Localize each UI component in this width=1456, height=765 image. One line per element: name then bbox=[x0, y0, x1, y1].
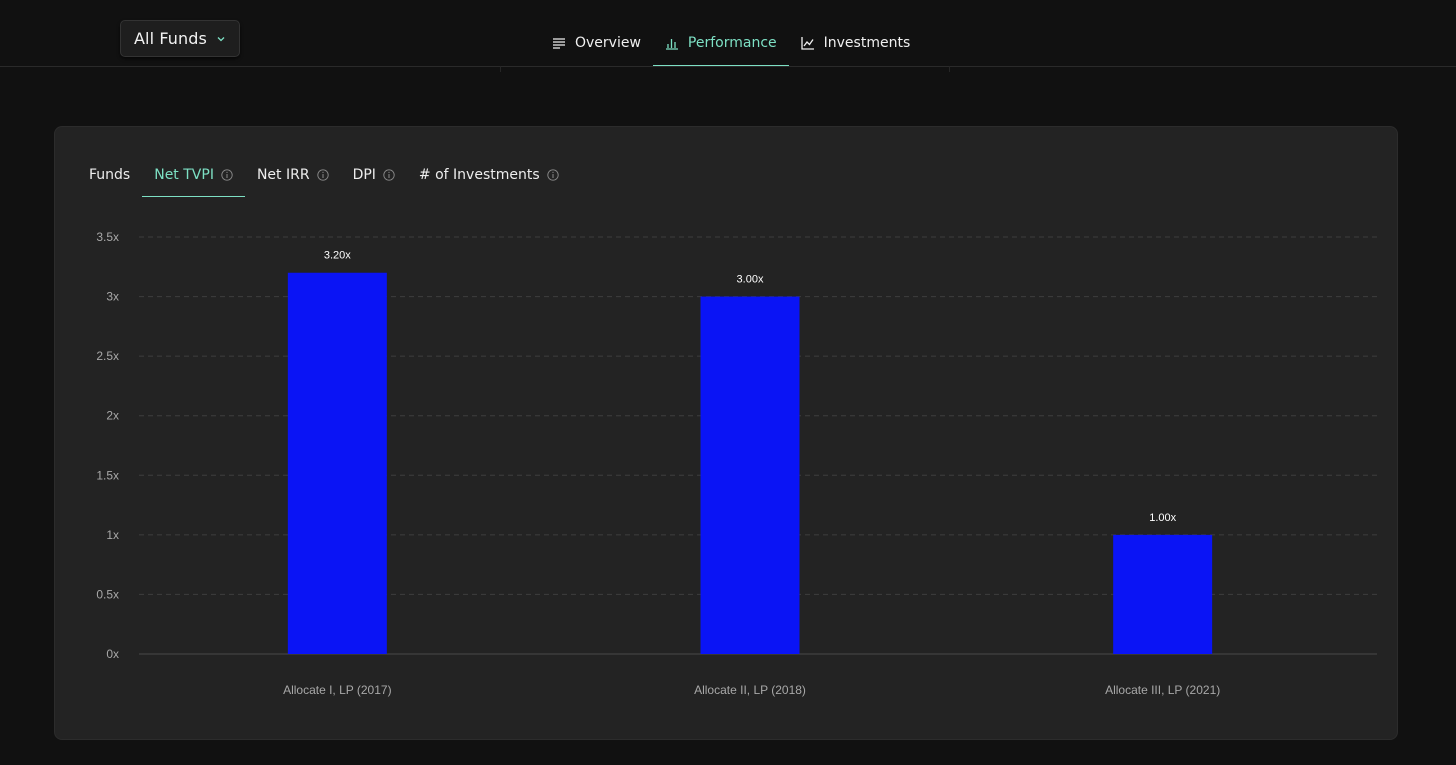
x-tick-label: Allocate III, LP (2021) bbox=[1105, 683, 1220, 697]
fund-selector-dropdown[interactable]: All Funds bbox=[120, 20, 240, 57]
info-icon[interactable] bbox=[546, 169, 559, 181]
tab-dpi[interactable]: DPI bbox=[341, 153, 407, 197]
list-icon bbox=[553, 38, 565, 49]
tab-label: # of Investments bbox=[418, 167, 540, 183]
y-tick-label: 1x bbox=[106, 528, 119, 542]
fund-selector-value: All Funds bbox=[134, 29, 207, 48]
performance-card: Funds Net TVPI Net IRR DPI bbox=[54, 126, 1398, 740]
y-tick-label: 3x bbox=[106, 290, 119, 304]
info-icon[interactable] bbox=[221, 169, 233, 181]
x-tick-label: Allocate I, LP (2017) bbox=[283, 683, 392, 697]
y-tick-label: 2.5x bbox=[96, 349, 119, 363]
nav-performance[interactable]: Performance bbox=[652, 20, 789, 66]
chevron-down-icon bbox=[217, 37, 225, 42]
y-tick-label: 0.5x bbox=[96, 587, 119, 601]
tab-label: Funds bbox=[89, 167, 131, 183]
tab-num-investments[interactable]: # of Investments bbox=[407, 153, 571, 197]
tab-net-irr[interactable]: Net IRR bbox=[245, 153, 341, 197]
bar-value-label: 1.00x bbox=[1149, 512, 1176, 524]
y-tick-label: 1.5x bbox=[96, 468, 119, 482]
bar[interactable] bbox=[1113, 534, 1213, 654]
y-tick-label: 3.5x bbox=[96, 230, 119, 244]
y-tick-label: 0x bbox=[106, 647, 119, 661]
nav-investments-label: Investments bbox=[823, 35, 911, 51]
y-tick-label: 2x bbox=[106, 409, 119, 423]
bar-layer bbox=[287, 272, 1213, 654]
tab-funds[interactable]: Funds bbox=[77, 153, 142, 197]
tab-label: DPI bbox=[352, 167, 376, 183]
x-tick-label: Allocate II, LP (2018) bbox=[694, 683, 806, 697]
nav-divider bbox=[500, 66, 950, 72]
tab-label: Net IRR bbox=[256, 167, 310, 183]
tab-label: Net TVPI bbox=[154, 167, 214, 183]
bar[interactable] bbox=[287, 272, 387, 654]
label-layer: 0x 0.5x 1x 1.5x 2x 2.5x 3x 3.5x 3.20x Allocate I,… bbox=[96, 230, 1220, 697]
line-chart-icon bbox=[800, 37, 814, 50]
bar-value-label: 3.00x bbox=[737, 274, 764, 286]
bar-value-label: 3.20x bbox=[324, 250, 351, 262]
bar[interactable] bbox=[700, 296, 800, 654]
tab-net-tvpi[interactable]: Net TVPI bbox=[142, 153, 245, 197]
info-icon[interactable] bbox=[316, 169, 329, 181]
nav-investments[interactable]: Investments bbox=[789, 20, 923, 66]
main-nav: Overview Performance Investments bbox=[540, 20, 922, 66]
nav-overview[interactable]: Overview bbox=[540, 20, 653, 66]
metric-tabs: Funds Net TVPI Net IRR DPI bbox=[77, 153, 571, 197]
bar-chart-icon bbox=[665, 39, 678, 50]
nav-overview-label: Overview bbox=[575, 35, 641, 51]
tvpi-bar-chart: 0x 0.5x 1x 1.5x 2x 2.5x 3x 3.5x 3.20x Allocate I,… bbox=[96, 230, 1377, 697]
top-bar: All Funds Overview Performance Investmen… bbox=[0, 0, 1456, 67]
info-icon[interactable] bbox=[383, 169, 395, 181]
nav-performance-label: Performance bbox=[687, 35, 777, 51]
